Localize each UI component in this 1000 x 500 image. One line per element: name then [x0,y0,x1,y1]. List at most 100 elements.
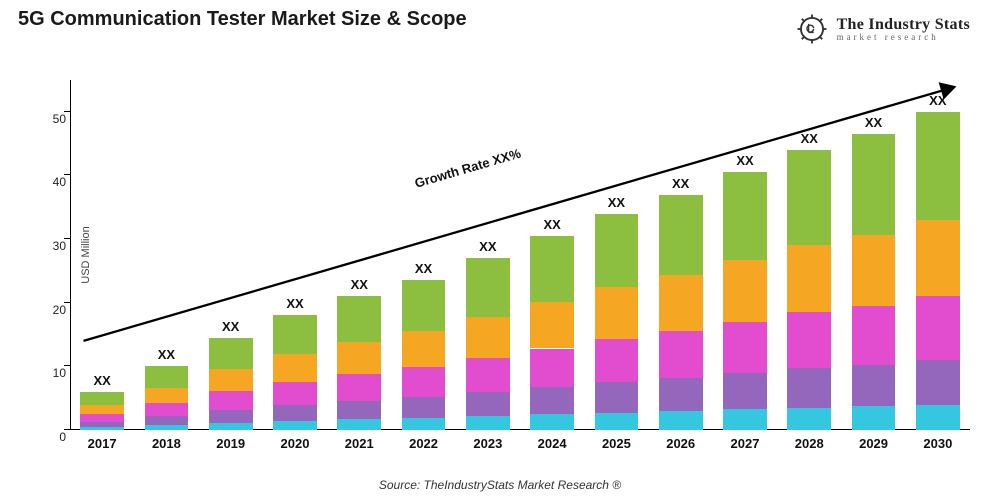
bar-segment [209,338,253,369]
bar-segment [337,374,381,401]
bar-segment [916,220,960,296]
bar-segment [916,112,960,220]
x-tick-label: 2019 [216,436,245,451]
bar-value-label: XX [93,373,110,388]
bar-segment [273,421,317,430]
y-tick-label: 50 [38,112,66,126]
bar-segment [787,368,831,407]
bar-segment [209,369,253,391]
x-tick-label: 2017 [88,436,117,451]
bar-segment [659,331,703,378]
bar-value-label: XX [929,93,946,108]
bar-segment [273,315,317,354]
y-tick-mark [64,365,70,366]
bar-segment [145,366,189,388]
bar-segment [80,422,124,427]
source-attribution: Source: TheIndustryStats Market Research… [0,478,1000,492]
bar-segment [852,306,896,365]
bar-segment [80,427,124,430]
y-tick-label: 0 [38,430,66,444]
gear-icon [795,12,829,46]
bar-value-label: XX [479,239,496,254]
bar-segment [145,416,189,425]
bar-segment [659,275,703,332]
bar-segment [145,403,189,416]
x-tick-label: 2028 [795,436,824,451]
bar-segment [209,391,253,409]
x-tick-label: 2024 [538,436,567,451]
bar-segment [852,235,896,306]
bar-segment [466,317,510,358]
page-title: 5G Communication Tester Market Size & Sc… [18,8,467,31]
bar-segment [852,406,896,430]
bar-segment [402,280,446,331]
bar-segment [80,392,124,405]
bar-segment [659,411,703,430]
y-tick-mark [64,174,70,175]
x-tick-label: 2026 [666,436,695,451]
bar-value-label: XX [736,153,753,168]
bar-segment [209,423,253,430]
bar-segment [402,397,446,418]
y-tick-label: 20 [38,303,66,317]
bars-container: XX2017XX2018XX2019XX2020XX2021XX2022XX20… [70,80,970,430]
bar-segment [402,367,446,397]
bar-segment [337,342,381,374]
bar-value-label: XX [222,319,239,334]
bar-segment [402,331,446,367]
x-tick-label: 2029 [859,436,888,451]
bar-segment [530,302,574,349]
bar-value-label: XX [801,131,818,146]
bar-segment [659,378,703,411]
bar-segment [337,296,381,341]
y-tick-mark [64,111,70,112]
bar-segment [466,358,510,392]
x-tick-label: 2020 [281,436,310,451]
bar-segment [80,405,124,414]
bar-value-label: XX [543,217,560,232]
x-tick-label: 2027 [731,436,760,451]
bar-value-label: XX [865,115,882,130]
bar-segment [916,360,960,405]
bar-value-label: XX [608,195,625,210]
brand-logo: The Industry Stats market research [795,12,970,46]
bar-value-label: XX [672,176,689,191]
logo-line1: The Industry Stats [837,17,970,33]
bar-segment [916,405,960,430]
y-tick-label: 30 [38,239,66,253]
bar-segment [787,245,831,312]
bar-segment [595,413,639,430]
bar-value-label: XX [351,277,368,292]
bar-segment [723,409,767,430]
bar-segment [852,134,896,235]
bar-segment [595,339,639,382]
bar-segment [852,365,896,406]
bar-segment [273,354,317,381]
bar-segment [466,416,510,430]
x-tick-label: 2018 [152,436,181,451]
bar-segment [595,214,639,288]
x-tick-label: 2021 [345,436,374,451]
bar-segment [723,373,767,409]
bar-segment [530,236,574,302]
bar-segment [723,322,767,374]
y-tick-mark [64,302,70,303]
y-tick-label: 10 [38,366,66,380]
logo-line2: market research [837,33,970,42]
bar-segment [145,425,189,430]
bar-segment [787,408,831,430]
bar-segment [145,388,189,403]
x-tick-label: 2022 [409,436,438,451]
bar-segment [337,401,381,420]
x-tick-label: 2030 [923,436,952,451]
bar-segment [787,312,831,368]
chart-area: USD Million XX2017XX2018XX2019XX2020XX20… [70,80,970,430]
bar-segment [466,258,510,316]
bar-segment [337,419,381,430]
bar-segment [595,287,639,339]
bar-segment [530,349,574,388]
y-tick-label: 40 [38,175,66,189]
y-tick-mark [64,429,70,430]
bar-value-label: XX [158,347,175,362]
bar-segment [273,382,317,405]
